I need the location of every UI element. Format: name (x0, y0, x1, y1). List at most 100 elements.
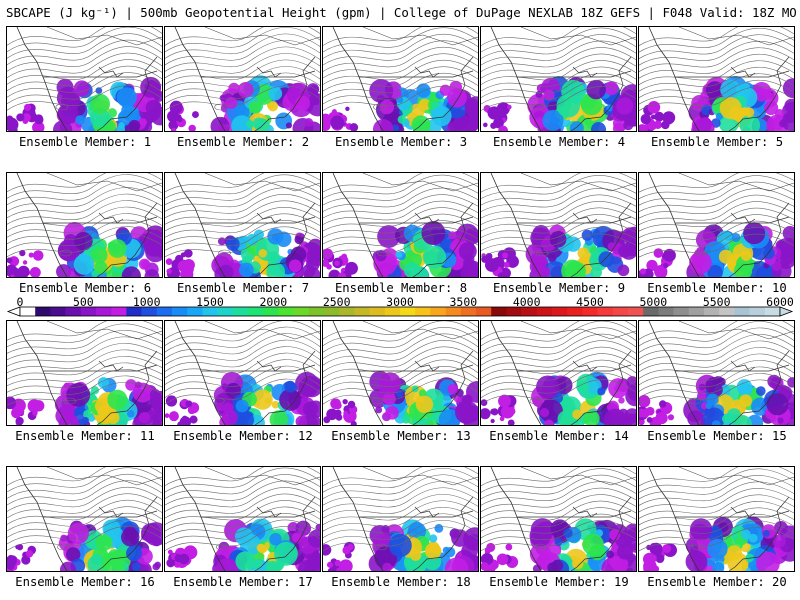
map-svg (165, 173, 320, 277)
colorbar-swatch (491, 307, 507, 316)
coastline-east (728, 496, 790, 571)
coastline-east (96, 202, 158, 277)
cape-shading (165, 371, 320, 425)
colorbar-swatch (688, 307, 705, 316)
us-canada-border (675, 70, 790, 78)
great-lakes (414, 212, 440, 224)
coastline-west (332, 467, 384, 571)
height-contours (165, 321, 320, 405)
colorbar-swatch (582, 307, 598, 316)
map-svg (7, 321, 162, 425)
coastline-west (332, 27, 384, 131)
coastline-west (16, 173, 68, 277)
colorbar-tick-label: 5000 (639, 297, 667, 309)
us-canada-border (517, 216, 632, 224)
ensemble-member-label: Ensemble Member: 17 (173, 575, 313, 589)
colorbar-swatch (324, 307, 340, 316)
us-canada-border (359, 216, 474, 224)
coastline-east (728, 350, 790, 425)
ensemble-member-map (480, 172, 637, 278)
coastline-east (96, 56, 158, 131)
coastline-east (570, 56, 632, 131)
colorbar-tick-label: 5500 (703, 297, 731, 309)
coastline-west (490, 173, 542, 277)
us-canada-border (517, 510, 632, 518)
ensemble-member-map (6, 172, 163, 278)
coastline-west (648, 467, 700, 571)
colorbar-tick-label: 6000 (766, 297, 794, 309)
colorbar-swatch (217, 307, 234, 316)
great-lakes (572, 212, 598, 224)
height-contours (7, 321, 162, 406)
colorbar-swatch (643, 307, 659, 316)
coastline-east (96, 496, 158, 571)
height-contours (481, 173, 636, 258)
map-svg (481, 467, 636, 571)
ensemble-member-map (480, 26, 637, 132)
ensemble-member-label: Ensemble Member: 7 (176, 281, 310, 295)
colorbar-swatch (20, 307, 36, 316)
coastline-east (728, 56, 790, 131)
map-svg (639, 467, 794, 571)
height-contours (323, 27, 478, 112)
colorbar-tick-label: 4500 (576, 297, 604, 309)
colorbar-swatch (232, 307, 249, 316)
cape-shading (323, 519, 478, 571)
great-lakes (730, 360, 756, 372)
colorbar-swatch (476, 307, 492, 316)
ensemble-member-map (6, 466, 163, 572)
ensemble-member-label: Ensemble Member: 2 (176, 135, 310, 149)
arctic-coast (362, 27, 478, 46)
colorbar-swatch (400, 307, 416, 316)
ensemble-member-label: Ensemble Member: 9 (492, 281, 626, 295)
colorbar-swatch (384, 307, 401, 316)
us-canada-border (201, 364, 316, 372)
ensemble-member-label: Ensemble Member: 12 (173, 429, 313, 443)
ensemble-member-label: Ensemble Member: 15 (647, 429, 787, 443)
colorbar-swatch (445, 307, 462, 316)
colorbar-tick-label: 500 (73, 297, 94, 309)
map-svg (323, 321, 478, 425)
colorbar-swatch (187, 307, 203, 316)
height-contours (481, 467, 636, 552)
colorbar-tick-label: 2000 (259, 297, 287, 309)
colorbar-swatch (552, 307, 568, 316)
map-svg (481, 321, 636, 425)
colorbar-swatch (749, 307, 766, 316)
colorbar-max-arrow (779, 306, 794, 317)
sbcape-colorbar: 0 500 1000 1500 2000 2500 3000 3500 4000 4500 5000… (6, 297, 794, 317)
ensemble-member-map (164, 26, 321, 132)
coastline-west (648, 321, 700, 425)
colorbar-swatch (80, 307, 97, 316)
arctic-coast (678, 173, 794, 192)
great-lakes (730, 212, 756, 224)
great-lakes (98, 506, 124, 518)
us-canada-border (359, 510, 474, 518)
ensemble-member-map (322, 466, 479, 572)
colorbar-tick-label: 1000 (133, 297, 161, 309)
ensemble-member-map (638, 26, 795, 132)
colorbar-swatch (506, 307, 522, 316)
ensemble-member-label: Ensemble Member: 10 (647, 281, 787, 295)
coastline-east (254, 496, 316, 571)
ensemble-member-label: Ensemble Member: 6 (18, 281, 152, 295)
ensemble-member-label: Ensemble Member: 19 (489, 575, 629, 589)
map-svg (165, 467, 320, 571)
colorbar-tick-label: 4000 (513, 297, 541, 309)
coastline-west (16, 321, 68, 425)
colorbar-swatch (308, 307, 325, 316)
cape-shading (481, 224, 636, 277)
coastline-west (16, 467, 68, 571)
colorbar-swatch (567, 307, 583, 316)
arctic-coast (520, 27, 636, 46)
height-contours (323, 321, 478, 405)
us-canada-border (359, 364, 474, 372)
map-svg (481, 27, 636, 131)
arctic-coast (362, 321, 478, 340)
arctic-coast (678, 467, 794, 486)
map-svg (165, 321, 320, 425)
ensemble-member-label: Ensemble Member: 5 (650, 135, 784, 149)
height-contours (481, 321, 636, 405)
colorbar-swatch (156, 307, 173, 316)
colorbar-swatch (628, 307, 644, 316)
